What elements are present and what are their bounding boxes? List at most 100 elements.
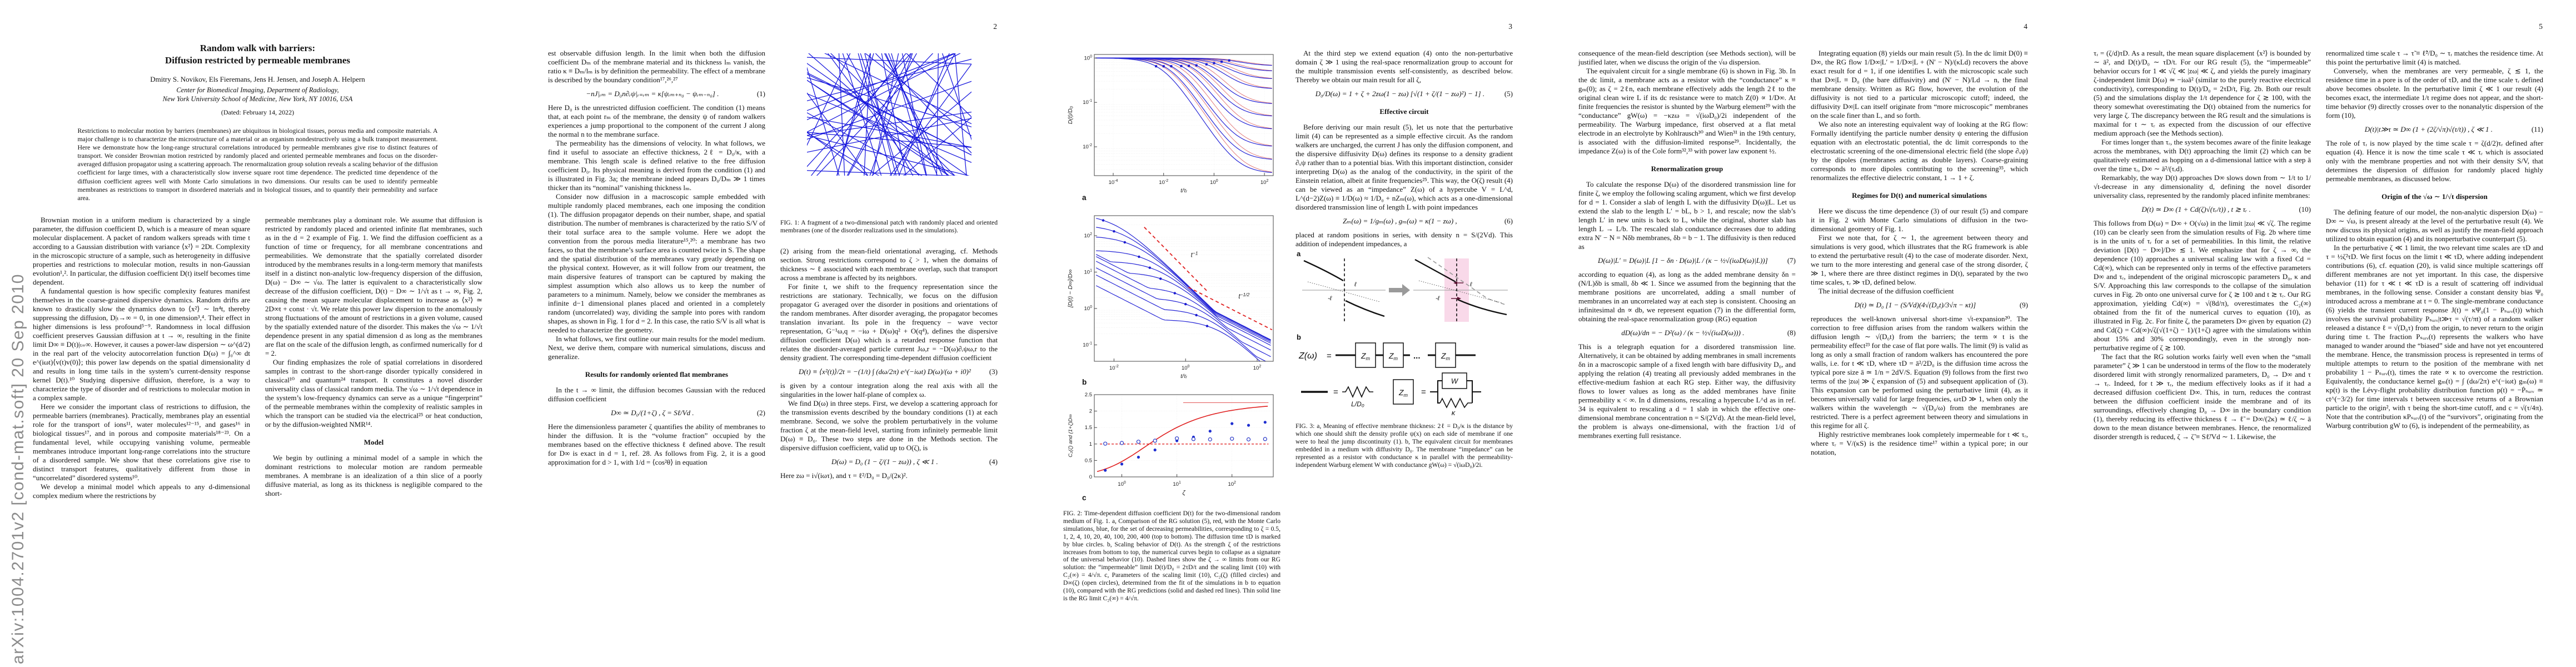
column-1: 10-4 10-2 100 102 100 10-1 10-2 t/τᵣ D(t)/D₀ a t−1…	[1063, 49, 1280, 603]
fig2-panel-b: t−1 t−1/2 10-2 100 102 102 101 100 10-1 t/τᵣ [D(t)…	[1067, 215, 1274, 386]
svg-text:100: 100	[1118, 481, 1126, 487]
svg-text:10-2: 10-2	[1083, 143, 1092, 150]
paragraph: (2) arising from the mean-field orientat…	[780, 246, 998, 282]
page-number: 3	[1508, 22, 1512, 31]
paragraph: Here D₀ is the unrestricted diffusion co…	[548, 103, 765, 138]
equation: D∞ ≃ D₀/(1+ζ) , ζ = Sℓ/Vd . (2)	[548, 409, 765, 417]
svg-text:0: 0	[1089, 474, 1092, 480]
page-number: 4	[2024, 22, 2027, 31]
paper-affiliation: Center for Biomedical Imaging, Departmen…	[33, 86, 482, 103]
paragraph: The permeability has the dimensions of v…	[548, 139, 765, 192]
section-heading: Model	[363, 437, 384, 446]
paragraph: Here the dimensionless parameter ζ quant…	[548, 422, 765, 466]
figure-fig1	[780, 49, 998, 216]
svg-text:t−1: t−1	[1191, 250, 1198, 258]
equation: −nJ|ᵣₘ = D₀n∂ᵣψ|ᵣ₌ᵣₘ = κ[ψᵣₘ₊ₙ₀ − ψᵣₘ₋ₙ₀…	[548, 89, 765, 98]
svg-text:c: c	[1082, 494, 1087, 502]
equation-number: (8)	[1787, 328, 1796, 337]
svg-text:ℓ: ℓ	[1354, 281, 1357, 288]
paragraph: τᵣ = (ζ/d)τD. As a result, the mean squa…	[2094, 49, 2311, 137]
fig2-panel-a: 10-4 10-2 100 102 100 10-1 10-2 t/τᵣ D(t)/D₀ a	[1067, 54, 1274, 202]
paragraph: Conversely, when the membranes are very …	[2326, 67, 2543, 120]
paragraph: First we note that, for ζ ∼ 1, the agree…	[1811, 233, 2028, 286]
affiliation-line: Center for Biomedical Imaging, Departmen…	[176, 86, 339, 94]
svg-text:100: 100	[1084, 305, 1093, 312]
svg-text:a: a	[1297, 250, 1301, 258]
svg-text:102: 102	[1253, 365, 1262, 371]
paragraph: according to equation (4), as long as th…	[1578, 270, 1796, 323]
page-4: 4 consequence of the mean-field descripti…	[1546, 0, 2061, 667]
equation-number: (1)	[756, 89, 765, 98]
columns: Brownian motion in a uniform medium is c…	[33, 216, 482, 500]
paragraph: Here we discuss the time dependence (3) …	[1811, 207, 2028, 233]
equation-number: (6)	[1504, 217, 1513, 225]
fig2-panel-c: 100 101 102 0 0.5 1 1.5 2 2.5 ζ C₂(ζ) and (1+ζ)D∞ c	[1068, 392, 1274, 502]
paragraph: Highly restrictive membranes look comple…	[1811, 430, 2028, 456]
paragraph: This is a telegraph equation for a disor…	[1578, 342, 1796, 440]
page-number: 2	[993, 22, 997, 31]
paragraph: reproduces the well-known universal shor…	[1811, 315, 2028, 430]
svg-text:t/τᵣ: t/τᵣ	[1180, 187, 1188, 194]
paper-title-line: Random walk with barriers:	[200, 43, 316, 53]
equation: D(ω)|L′ = D(ω)|L [1 − δn · D(ω)|L / (κ −…	[1578, 256, 1796, 265]
svg-text:100: 100	[1182, 365, 1190, 371]
svg-text:b: b	[1082, 378, 1087, 386]
svg-text:1: 1	[1089, 441, 1092, 447]
fig1-membranes	[806, 53, 971, 176]
equation-body: D₀/D(ω) = 1 + ζ + 2zω(1 − zω) [√(1 + ζ/(…	[1315, 89, 1485, 98]
svg-text:102: 102	[1084, 232, 1093, 239]
equation-number: (4)	[989, 457, 998, 466]
column-1: est observable diffusion length. In the …	[548, 49, 765, 480]
paper-abstract: Restrictions to molecular motion by barr…	[77, 127, 438, 202]
equation-number: (7)	[1787, 256, 1796, 265]
fig3b-series-circuit: Z(ω) = Zm Zm... Zm	[1298, 342, 1476, 368]
svg-text:102: 102	[1228, 481, 1236, 487]
columns: est observable diffusion length. In the …	[548, 49, 998, 480]
svg-text:t/τᵣ: t/τᵣ	[1180, 373, 1188, 380]
svg-text:-ℓ: -ℓ	[1436, 295, 1440, 302]
paper-authors: Dmitry S. Novikov, Els Fieremans, Jens H…	[150, 75, 365, 83]
svg-text:10-4: 10-4	[1109, 179, 1118, 186]
column-2: permeable membranes play a dominant role…	[265, 216, 482, 500]
svg-text:b: b	[1297, 333, 1301, 341]
paragraph: Brownian motion in a uniform medium is c…	[33, 215, 250, 286]
columns: 10-4 10-2 100 102 100 10-1 10-2 t/τᵣ D(t)/D₀ a t−1…	[1063, 49, 1513, 603]
page-3: 3 10-4 10-2 100 102 100 10-1 10-2 t/τᵣ D(t)/D₀ a t−…	[1030, 0, 1546, 667]
equation: Zₘ(ω) = 1/gₘ(ω) , gₘ(ω) = κ(1 − zω) , (6)	[1296, 217, 1513, 226]
equation-body: D∞ ≃ D₀/(1+ζ) , ζ = Sℓ/Vd .	[611, 409, 694, 417]
svg-text:...: ...	[1413, 351, 1421, 361]
equation-body: D(t) ≃ D∞ (1 + Cd(ζ)√(τᵣ/t)) , t ≳ τᵣ .	[2141, 205, 2251, 213]
paper-title-line: Diffusion restricted by permeable membra…	[165, 55, 351, 66]
paragraph: For times longer than τᵣ, the system bec…	[2094, 138, 2311, 173]
paragraph: A fundamental question is how specific c…	[33, 286, 250, 402]
svg-text:ℓ: ℓ	[1469, 281, 1472, 288]
svg-text:10-1: 10-1	[1083, 342, 1092, 349]
svg-text:=: =	[1327, 351, 1332, 361]
svg-text:10-2: 10-2	[1109, 365, 1119, 371]
paragraph: Consider now diffusion in a macroscopic …	[548, 192, 765, 334]
page-content: τᵣ = (ζ/d)τD. As a result, the mean squa…	[2094, 26, 2543, 441]
page-content: est observable diffusion length. In the …	[548, 26, 998, 480]
equation-body: D(ω) = D₀ (1 − ζ/(1 − zω)) , ζ ≪ 1 .	[831, 457, 938, 466]
paragraph: The fact that the RG solution works fair…	[2094, 352, 2311, 441]
svg-text:ζ: ζ	[1182, 490, 1185, 496]
svg-text:10-1: 10-1	[1083, 99, 1092, 106]
paragraph: We begin by outlining a minimal model of…	[265, 453, 482, 497]
paper-title: Random walk with barriers: Diffusion rest…	[33, 42, 482, 67]
section-heading: Effective circuit	[1379, 107, 1429, 116]
equation: D(t) ≃ D∞ (1 + Cd(ζ)√(τᵣ/t)) , t ≳ τᵣ . (…	[2094, 205, 2311, 214]
paragraph: Here we consider the important class of …	[33, 402, 250, 482]
svg-text:κ: κ	[1452, 409, 1456, 416]
fig3a-arrow	[1389, 284, 1410, 296]
figure-caption: FIG. 2: Time-dependent diffusion coeffic…	[1063, 510, 1280, 602]
svg-text:L/D₀: L/D₀	[1351, 400, 1364, 408]
section-heading: Results for randomly oriented flat membr…	[585, 370, 729, 379]
equation: dD(ω)/dn = − D²(ω) / (κ − ½√(iωD(ω))) . (…	[1578, 328, 1796, 337]
svg-text:[D(t) − D∞]/D∞: [D(t) − D∞]/D∞	[1067, 270, 1074, 308]
svg-text:=: =	[1421, 387, 1426, 397]
paragraph: placed at random positions in series, wi…	[1296, 231, 1513, 248]
column-1: Brownian motion in a uniform medium is c…	[33, 216, 250, 500]
fig3a-left-sketch: -ℓ ℓ	[1302, 258, 1386, 322]
